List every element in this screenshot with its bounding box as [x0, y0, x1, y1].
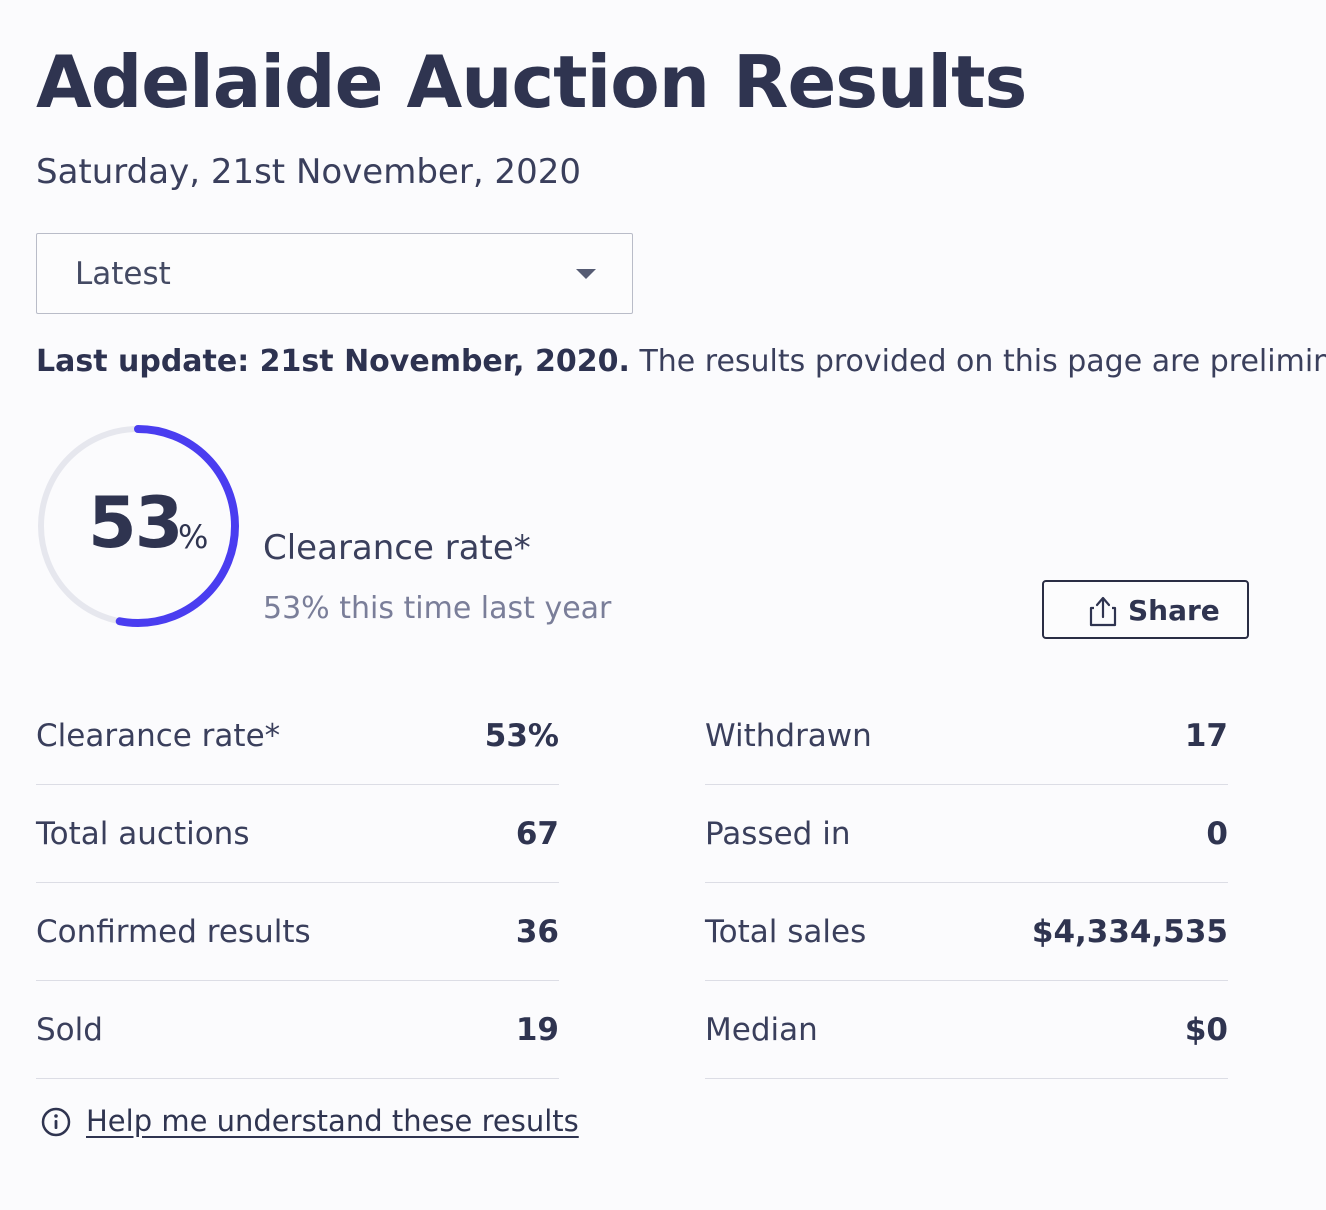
- stat-value: 17: [1184, 718, 1228, 754]
- stat-row: Median $0: [705, 982, 1228, 1079]
- stat-value: 36: [515, 914, 559, 950]
- chevron-down-icon: [576, 269, 596, 279]
- share-icon: [1089, 596, 1117, 627]
- stat-label: Passed in: [705, 816, 851, 852]
- info-icon: [41, 1107, 71, 1137]
- stat-label: Clearance rate*: [36, 718, 281, 754]
- stat-label: Withdrawn: [705, 718, 872, 754]
- gauge-progress: [37, 425, 239, 627]
- stats-left-column: Clearance rate* 53% Total auctions 67 Co…: [36, 688, 559, 1079]
- stat-row: Total auctions 67: [36, 786, 559, 883]
- clearance-rate-label: Clearance rate*: [263, 528, 531, 568]
- stat-value: $4,334,535: [1031, 914, 1228, 950]
- stat-row: Confirmed results 36: [36, 884, 559, 981]
- update-notice: Last update: 21st November, 2020. The re…: [36, 344, 1326, 379]
- stat-value: 19: [515, 1012, 559, 1048]
- stat-row: Sold 19: [36, 982, 559, 1079]
- gauge-unit: %: [178, 518, 209, 556]
- stats-right-column: Withdrawn 17 Passed in 0 Total sales $4,…: [705, 688, 1228, 1079]
- stat-label: Total auctions: [36, 816, 250, 852]
- stat-label: Sold: [36, 1012, 103, 1048]
- last-update-text: Last update: 21st November, 2020.: [36, 344, 630, 379]
- period-dropdown-value: Latest: [75, 256, 171, 292]
- stat-label: Total sales: [705, 914, 867, 950]
- stat-row: Total sales $4,334,535: [705, 884, 1228, 981]
- clearance-gauge: [37, 425, 239, 627]
- period-dropdown[interactable]: Latest: [36, 233, 633, 314]
- stat-label: Median: [705, 1012, 818, 1048]
- help-link[interactable]: Help me understand these results: [86, 1104, 579, 1138]
- page-title: Adelaide Auction Results: [36, 40, 1027, 124]
- stat-row: Passed in 0: [705, 786, 1228, 883]
- gauge-value: 53: [88, 482, 183, 564]
- stat-value: 53%: [484, 718, 559, 754]
- stat-row: Withdrawn 17: [705, 688, 1228, 785]
- stat-value: 67: [515, 816, 559, 852]
- share-button[interactable]: Share: [1042, 580, 1249, 639]
- auction-date: Saturday, 21st November, 2020: [36, 152, 581, 192]
- stat-value: $0: [1184, 1012, 1228, 1048]
- stat-label: Confirmed results: [36, 914, 311, 950]
- update-disclaimer: The results provided on this page are pr…: [639, 344, 1326, 379]
- share-button-label: Share: [1128, 594, 1220, 627]
- stat-row: Clearance rate* 53%: [36, 688, 559, 785]
- last-year-comparison: 53% this time last year: [263, 591, 612, 626]
- stat-value: 0: [1206, 816, 1228, 852]
